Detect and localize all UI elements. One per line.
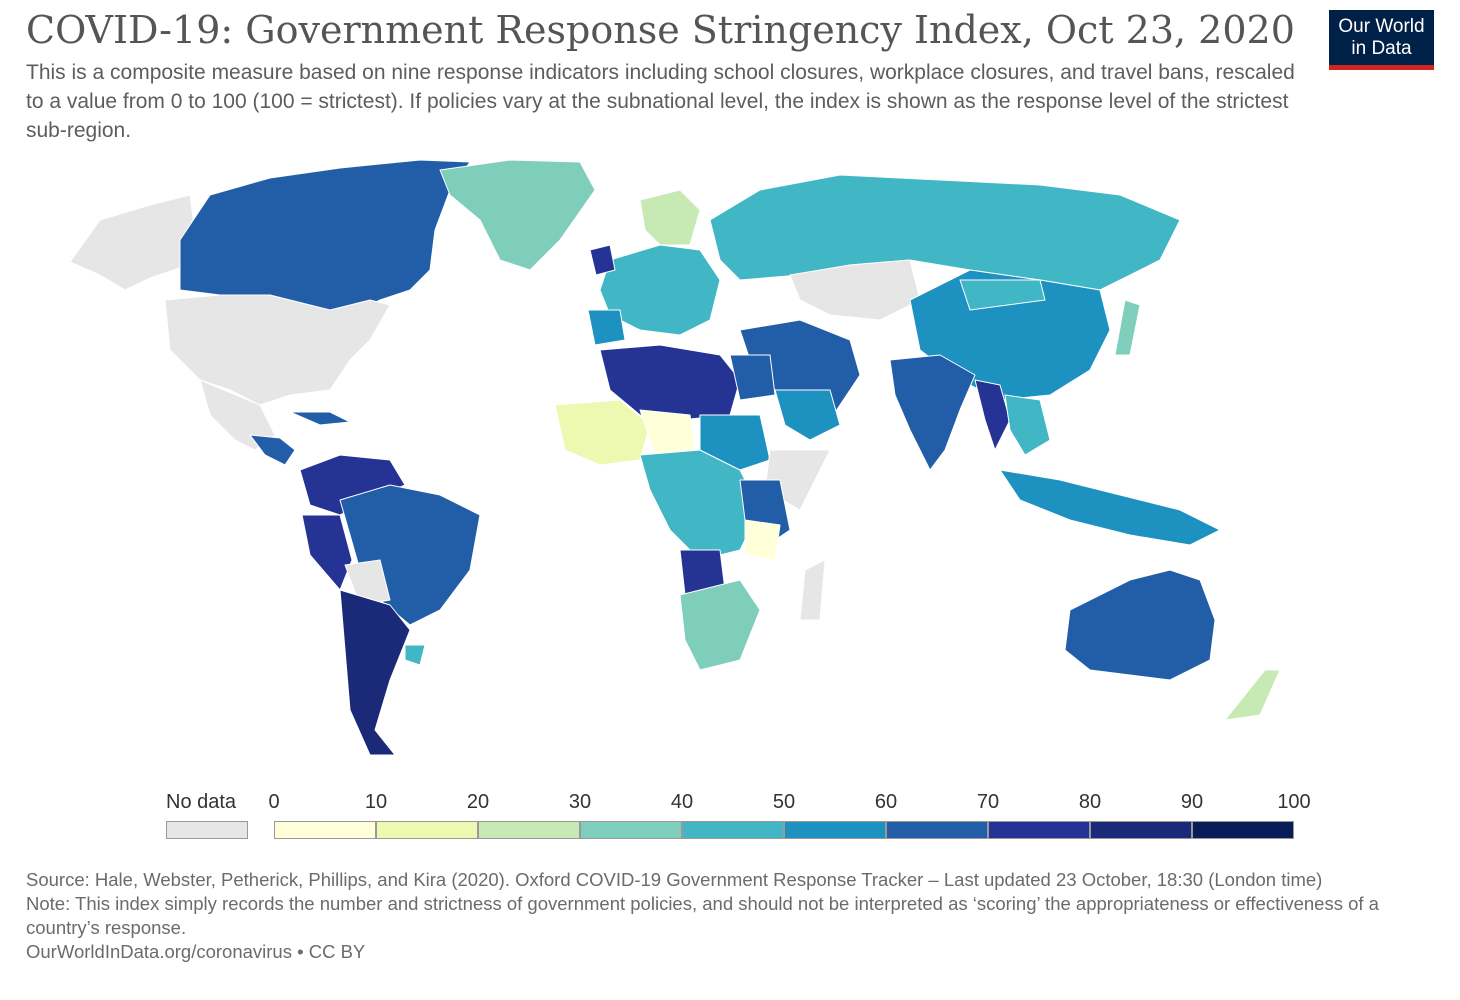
note-text: Note: This index simply records the numb… xyxy=(26,893,1379,938)
legend-tick-60: 60 xyxy=(874,791,898,813)
color-legend: No data 0 10 20 30 40 50 60 70 80 90 100 xyxy=(0,785,1460,845)
region-bolivia[interactable] xyxy=(344,559,391,606)
region-uk-ireland[interactable] xyxy=(589,244,616,276)
region-india[interactable] xyxy=(889,354,976,471)
region-tanzania[interactable] xyxy=(744,519,781,561)
legend-swatch-80-90[interactable] xyxy=(1090,821,1192,839)
legend-tick-20: 20 xyxy=(466,791,490,813)
legend-tick-0: 0 xyxy=(268,791,280,813)
region-iberia[interactable] xyxy=(587,309,626,346)
source-link[interactable]: OurWorldInData.org/coronavirus • CC BY xyxy=(26,941,366,962)
legend-swatch-60-70[interactable] xyxy=(886,821,988,839)
region-southern-africa[interactable] xyxy=(679,579,761,671)
logo-line-2: in Data xyxy=(1351,38,1412,59)
region-west-africa[interactable] xyxy=(554,399,651,466)
footer: Source: Hale, Webster, Petherick, Philli… xyxy=(26,868,1426,964)
region-australia[interactable] xyxy=(1064,569,1216,681)
legend-tick-40: 40 xyxy=(670,791,694,813)
region-russia[interactable] xyxy=(709,174,1181,291)
region-peru[interactable] xyxy=(301,514,353,591)
source-text: Source: Hale, Webster, Petherick, Philli… xyxy=(26,869,1323,890)
world-map xyxy=(69,159,1281,756)
owid-logo[interactable]: Our World in Data xyxy=(1329,10,1434,70)
logo-line-1: Our World xyxy=(1338,16,1425,37)
legend-tick-100: 100 xyxy=(1277,791,1311,813)
region-indochina[interactable] xyxy=(1004,394,1051,456)
region-sahel[interactable] xyxy=(639,409,696,456)
region-egypt[interactable] xyxy=(729,354,776,401)
legend-swatch-70-80[interactable] xyxy=(988,821,1090,839)
region-mexico[interactable] xyxy=(199,379,276,451)
legend-tick-30: 30 xyxy=(568,791,592,813)
region-arabian-peninsula[interactable] xyxy=(774,389,841,441)
legend-tick-10: 10 xyxy=(364,791,388,813)
region-indonesia[interactable] xyxy=(999,469,1221,546)
legend-swatch-40-50[interactable] xyxy=(682,821,784,839)
region-madagascar[interactable] xyxy=(799,559,826,621)
region-myanmar-thailand[interactable] xyxy=(974,379,1011,451)
legend-swatch-50-60[interactable] xyxy=(784,821,886,839)
legend-tick-70: 70 xyxy=(976,791,1000,813)
chart-title: COVID-19: Government Response Stringency… xyxy=(26,8,1295,52)
region-caribbean[interactable] xyxy=(289,411,351,426)
legend-swatch-0-10[interactable] xyxy=(274,821,376,839)
region-central-america[interactable] xyxy=(249,434,296,466)
region-mongolia[interactable] xyxy=(959,279,1046,311)
legend-tick-80: 80 xyxy=(1078,791,1102,813)
region-argentina-chile[interactable] xyxy=(339,589,411,756)
region-europe-west[interactable] xyxy=(599,244,721,336)
legend-swatch-10-20[interactable] xyxy=(376,821,478,839)
region-sudan[interactable] xyxy=(699,414,771,471)
legend-tick-90: 90 xyxy=(1180,791,1204,813)
region-scandinavia[interactable] xyxy=(639,189,701,246)
no-data-label: No data xyxy=(166,791,237,813)
legend-swatch-20-30[interactable] xyxy=(478,821,580,839)
region-uruguay[interactable] xyxy=(404,644,426,666)
region-greenland[interactable] xyxy=(439,159,596,271)
region-central-asia[interactable] xyxy=(789,259,921,321)
region-usa[interactable] xyxy=(164,294,391,406)
region-new-zealand[interactable] xyxy=(1224,669,1281,721)
no-data-swatch xyxy=(166,821,248,839)
legend-swatch-30-40[interactable] xyxy=(580,821,682,839)
legend-swatch-90-100[interactable] xyxy=(1192,821,1294,839)
chart-subtitle: This is a composite measure based on nin… xyxy=(26,61,1295,142)
region-japan[interactable] xyxy=(1114,299,1141,356)
legend-tick-50: 50 xyxy=(772,791,796,813)
